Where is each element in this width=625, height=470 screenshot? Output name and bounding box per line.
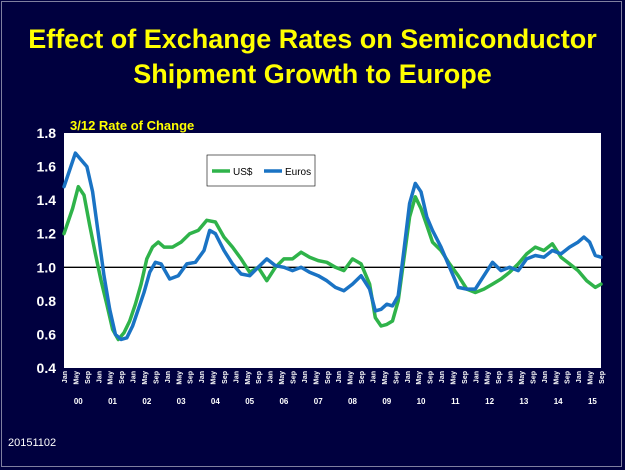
x-tick-label: May <box>245 371 252 385</box>
x-tick-label: May <box>450 371 457 385</box>
x-tick-label: May <box>279 371 286 385</box>
x-tick-label: May <box>142 371 149 385</box>
x-tick-label: Jan <box>96 371 103 383</box>
x-year-label: 00 <box>74 397 83 406</box>
x-tick-label: Jan <box>508 371 515 383</box>
x-tick-label: Jan <box>473 371 480 383</box>
x-tick-label: Sep <box>530 371 537 384</box>
x-tick-label: May <box>382 371 389 385</box>
x-tick-label: Jan <box>542 371 549 383</box>
x-year-label: 06 <box>279 397 288 406</box>
x-axis: Jan May Sep 00 Jan May Sep 01 Jan May Sep 02 Jan May S… <box>62 371 606 406</box>
x-tick-label: Jan <box>199 371 206 383</box>
x-tick-label: May <box>313 371 320 385</box>
x-tick-label: Sep <box>496 371 503 384</box>
x-tick-label: Sep <box>291 371 298 384</box>
y-tick-label: 1.2 <box>37 226 57 242</box>
legend-label-euros: Euros <box>285 167 311 178</box>
x-tick-label: Sep <box>393 371 400 384</box>
title-line-1: Effect of Exchange Rates on Semiconducto… <box>28 24 597 54</box>
plot-area <box>64 133 601 368</box>
x-year-label: 15 <box>588 397 597 406</box>
x-tick-label: Sep <box>565 371 572 384</box>
x-tick-label: Jan <box>62 371 69 383</box>
x-tick-label: Jan <box>233 371 240 383</box>
series-line-euros <box>62 151 603 342</box>
x-tick-label: May <box>519 371 526 385</box>
legend-label-usd: US$ <box>233 167 253 178</box>
x-tick-label: May <box>588 371 595 385</box>
x-year-label: 01 <box>108 397 117 406</box>
x-tick-label: May <box>348 371 355 385</box>
x-tick-label: Sep <box>222 371 229 384</box>
x-year-label: 13 <box>519 397 528 406</box>
x-tick-label: May <box>108 371 115 385</box>
x-tick-label: Jan <box>131 371 138 383</box>
y-tick-label: 1.4 <box>37 192 57 208</box>
x-tick-label: Jan <box>336 371 343 383</box>
x-tick-label: Sep <box>119 371 126 384</box>
x-tick-label: Sep <box>599 371 606 384</box>
x-year-label: 08 <box>348 397 357 406</box>
series-layer <box>62 151 603 342</box>
y-tick-label: 1.6 <box>37 159 57 175</box>
x-year-label: 11 <box>451 397 460 406</box>
x-tick-label: Jan <box>439 371 446 383</box>
x-year-label: 04 <box>211 397 220 406</box>
chart-subtitle: 3/12 Rate of Change <box>70 118 195 133</box>
x-tick-label: Jan <box>268 371 275 383</box>
x-tick-label: Jan <box>405 371 412 383</box>
x-tick-label: Sep <box>359 371 366 384</box>
x-tick-label: Jan <box>165 371 172 383</box>
y-tick-label: 0.4 <box>37 360 57 376</box>
footer-code: 20151102 <box>8 437 57 449</box>
x-tick-label: Jan <box>370 371 377 383</box>
x-tick-label: May <box>176 371 183 385</box>
x-tick-label: Sep <box>462 371 469 384</box>
x-tick-label: Sep <box>428 371 435 384</box>
x-year-label: 14 <box>554 397 563 406</box>
x-tick-label: Sep <box>188 371 195 384</box>
x-year-label: 12 <box>485 397 494 406</box>
x-tick-label: Sep <box>256 371 263 384</box>
y-tick-label: 0.6 <box>37 326 57 342</box>
x-year-label: 07 <box>314 397 323 406</box>
title-line-2: Shipment Growth to Europe <box>133 59 492 89</box>
x-tick-label: May <box>553 371 560 385</box>
page-title: Effect of Exchange Rates on Semiconducto… <box>0 22 625 92</box>
x-year-label: 03 <box>177 397 186 406</box>
x-tick-label: May <box>73 371 80 385</box>
x-tick-label: Sep <box>153 371 160 384</box>
x-tick-label: May <box>485 371 492 385</box>
x-tick-label: Sep <box>85 371 92 384</box>
x-tick-label: May <box>211 371 218 385</box>
x-tick-label: Jan <box>302 371 309 383</box>
y-tick-label: 1.0 <box>37 259 57 275</box>
series-line-usd <box>62 184 603 342</box>
x-tick-label: Sep <box>325 371 332 384</box>
y-tick-label: 0.8 <box>37 293 57 309</box>
x-year-label: 10 <box>417 397 426 406</box>
legend: US$ Euros <box>206 154 316 187</box>
y-tick-label: 1.8 <box>37 125 57 141</box>
x-tick-label: May <box>416 371 423 385</box>
x-year-label: 02 <box>142 397 151 406</box>
x-year-label: 09 <box>382 397 391 406</box>
x-year-label: 05 <box>245 397 254 406</box>
x-tick-label: Jan <box>576 371 583 383</box>
